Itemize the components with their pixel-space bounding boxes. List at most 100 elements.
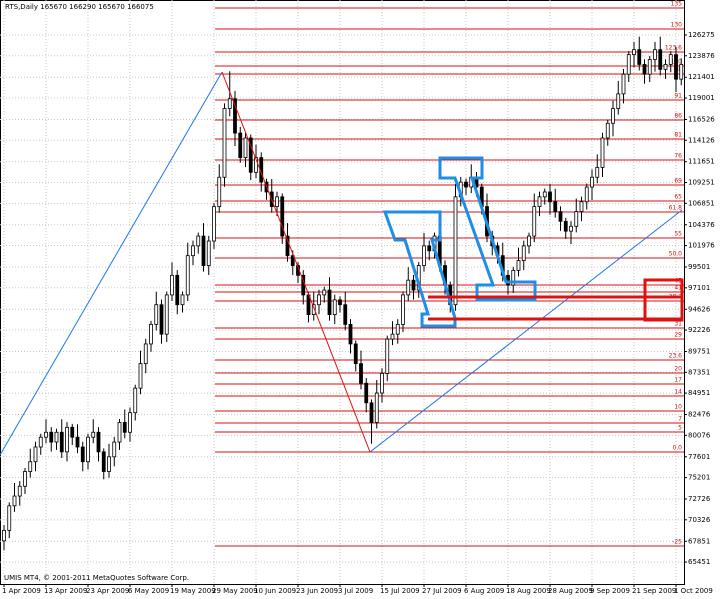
fib-label: 61.8 xyxy=(669,205,683,212)
candle-body xyxy=(196,235,201,247)
fib-label: 29 xyxy=(674,332,682,339)
candles xyxy=(2,36,684,551)
candle-body xyxy=(563,220,568,232)
candle-body xyxy=(154,304,159,325)
y-tick-label: 114126 xyxy=(688,136,715,144)
y-tick-label: 97101 xyxy=(688,284,710,292)
x-tick-label: 19 May 2009 xyxy=(170,587,216,595)
candle-body xyxy=(390,333,395,340)
pattern-shape xyxy=(438,156,537,302)
candle-body xyxy=(369,402,374,423)
candle-body xyxy=(33,446,38,463)
y-tick-label: 109251 xyxy=(688,179,715,187)
fib-label: 41 xyxy=(674,285,682,292)
candle-body xyxy=(54,431,59,443)
y-tick-label: 89751 xyxy=(688,347,710,355)
fib-label: 17 xyxy=(674,377,682,384)
fib-label: 86 xyxy=(674,112,682,119)
x-tick-label: 3 Jul 2009 xyxy=(338,587,373,595)
y-tick-label: 101976 xyxy=(688,242,715,250)
candle-body xyxy=(290,255,295,266)
fib-label: 81 xyxy=(674,132,682,139)
fib-label: 14 xyxy=(674,388,682,395)
candle-body xyxy=(553,201,558,212)
level-box xyxy=(643,278,684,322)
fib-label: 7 xyxy=(678,415,682,422)
candle-body xyxy=(427,245,432,252)
candle-body xyxy=(584,186,589,203)
candle-body xyxy=(238,132,243,158)
candle-body xyxy=(138,363,143,389)
candle-body xyxy=(348,323,353,345)
fib-label: 0.0 xyxy=(672,444,682,451)
candle-body xyxy=(658,49,663,70)
candle-body xyxy=(201,235,206,266)
y-tick-label: 126275 xyxy=(688,31,715,39)
fib-label: 20 xyxy=(674,365,682,372)
candle-body xyxy=(133,387,138,414)
candle-body xyxy=(385,338,390,374)
y-tick-label: 80076 xyxy=(688,431,711,439)
y-tick-label: 121401 xyxy=(688,73,715,81)
candle-body xyxy=(12,495,17,507)
y-tick-label: 111651 xyxy=(688,158,715,166)
candle-body xyxy=(647,59,652,75)
candle-body xyxy=(23,471,27,487)
footer: UMIS MT4, © 2001-2011 MetaQuotes Softwar… xyxy=(4,574,189,582)
candle-body xyxy=(80,446,85,463)
candle-body xyxy=(86,436,90,463)
candle-body xyxy=(626,54,631,75)
candle-body xyxy=(616,93,621,109)
candle-body xyxy=(233,98,237,134)
fib-label: 98 xyxy=(674,67,682,74)
candle-body xyxy=(49,431,54,443)
y-tick-label: 99501 xyxy=(688,263,710,271)
candle-body xyxy=(332,299,337,315)
y-tick-label: 116526 xyxy=(688,115,715,123)
x-tick-label: 23 Jun 2009 xyxy=(296,587,338,595)
fib-label: 91 xyxy=(674,92,682,99)
candle-body xyxy=(521,245,526,262)
candle-body xyxy=(406,279,411,296)
y-tick-label: 84951 xyxy=(688,389,710,397)
candle-body xyxy=(65,426,69,453)
candle-body xyxy=(679,64,684,80)
fib-label: 10 xyxy=(674,403,682,410)
candle-body xyxy=(59,431,64,453)
x-tick-label: 6 Aug 2009 xyxy=(464,587,504,595)
fib-label: 65 xyxy=(674,194,682,201)
candle-body xyxy=(149,323,153,345)
annotations xyxy=(0,71,684,456)
candle-body xyxy=(222,108,227,178)
y-tick-label: 72726 xyxy=(688,495,711,503)
fib-label: 135 xyxy=(671,0,683,7)
candle-body xyxy=(422,245,426,266)
x-tick-label: 29 May 2009 xyxy=(212,587,258,595)
y-tick-label: 65451 xyxy=(688,558,710,566)
candle-body xyxy=(128,412,132,433)
candle-body xyxy=(206,240,211,266)
candle-body xyxy=(7,505,12,531)
candle-body xyxy=(579,201,584,212)
y-tick-label: 82476 xyxy=(688,411,711,419)
candle-body xyxy=(280,196,285,237)
x-tick-label: 28 Aug 2009 xyxy=(548,587,593,595)
fib-label: 130 xyxy=(671,22,683,29)
candle-body xyxy=(170,274,174,296)
candle-body xyxy=(185,255,190,296)
fib-label: 55 xyxy=(674,230,682,237)
x-tick-label: 27 Jul 2009 xyxy=(422,587,462,595)
candle-body xyxy=(159,304,164,335)
candle-body xyxy=(217,176,222,208)
candle-body xyxy=(322,289,327,296)
candle-body xyxy=(180,294,185,306)
y-tick-label: 119001 xyxy=(688,94,715,102)
fib-label: 69 xyxy=(674,177,682,184)
candle-body xyxy=(227,98,232,109)
candle-body xyxy=(2,529,6,542)
candle-body xyxy=(364,382,369,404)
chart-title: RTS,Daily 165670 166290 165670 166075 xyxy=(5,3,154,11)
y-tick-label: 87351 xyxy=(688,368,710,376)
